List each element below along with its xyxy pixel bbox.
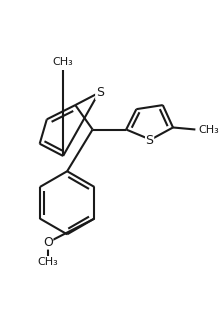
Text: O: O <box>43 236 53 249</box>
Text: CH₃: CH₃ <box>37 257 58 267</box>
Text: S: S <box>96 86 104 99</box>
Text: S: S <box>146 134 154 147</box>
Text: CH₃: CH₃ <box>198 125 219 135</box>
Text: CH₃: CH₃ <box>53 58 73 67</box>
